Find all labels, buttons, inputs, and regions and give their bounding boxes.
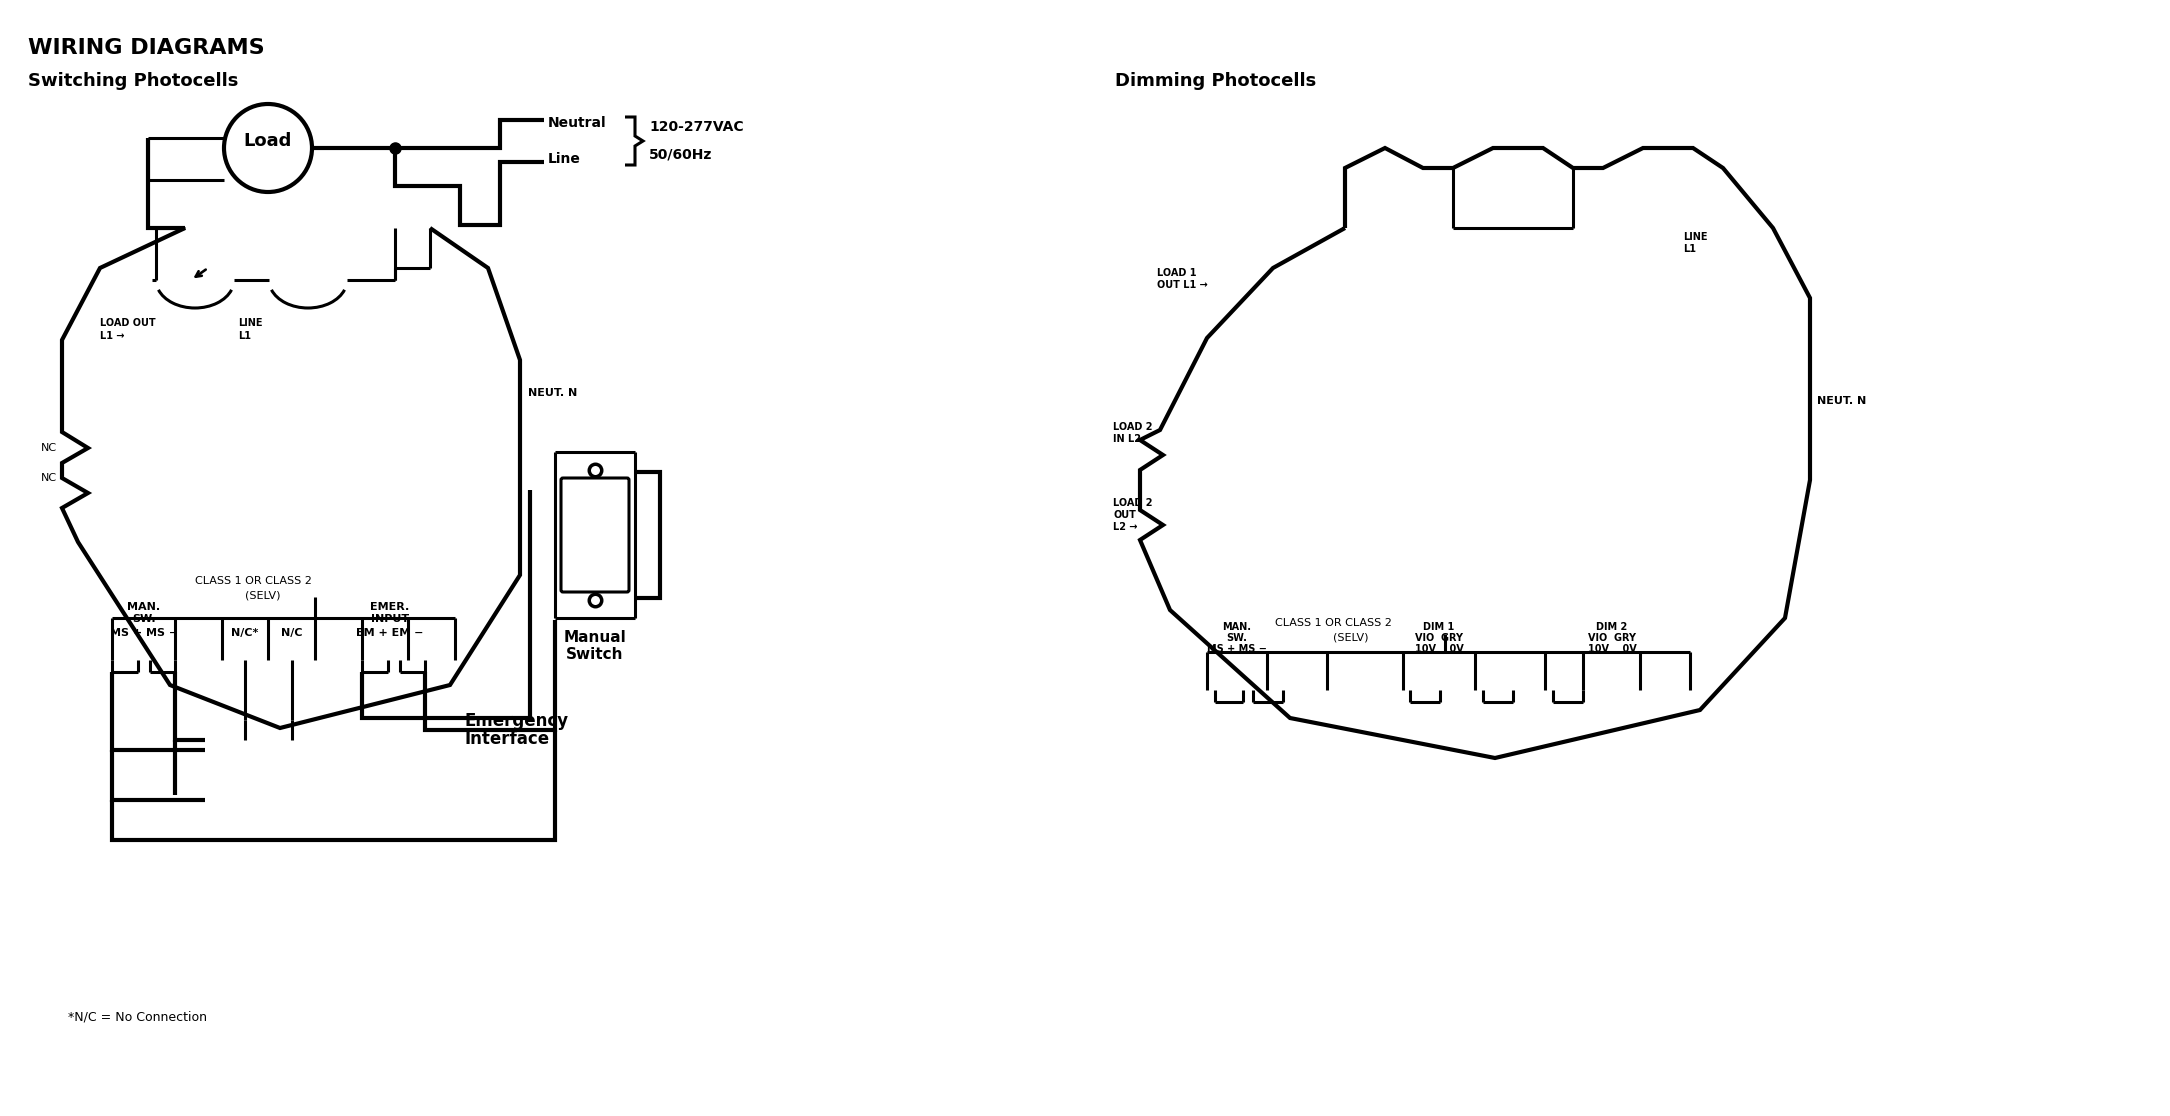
Text: L1 →: L1 →: [100, 331, 124, 341]
Text: NEUT. N: NEUT. N: [527, 388, 577, 398]
Text: EMER.: EMER.: [371, 602, 410, 612]
Text: Line: Line: [549, 152, 582, 166]
Text: Load: Load: [243, 132, 293, 150]
Text: LINE: LINE: [1684, 232, 1708, 242]
Text: CLASS 1 OR CLASS 2: CLASS 1 OR CLASS 2: [195, 576, 312, 586]
Text: LOAD OUT: LOAD OUT: [100, 318, 156, 328]
Text: VIO  GRY: VIO GRY: [1588, 633, 1636, 643]
Text: LOAD 2: LOAD 2: [1113, 422, 1152, 432]
Text: Manual
Switch: Manual Switch: [564, 631, 627, 663]
Text: (SELV): (SELV): [245, 591, 280, 602]
Text: Neutral: Neutral: [549, 116, 608, 129]
Text: NC: NC: [41, 473, 56, 483]
Text: DIM 1: DIM 1: [1424, 622, 1454, 632]
Text: Emergency: Emergency: [464, 712, 569, 730]
Text: MS + MS −: MS + MS −: [1207, 644, 1267, 654]
Text: 120-277VAC: 120-277VAC: [649, 121, 744, 134]
Text: 10V    0V: 10V 0V: [1415, 644, 1463, 654]
Text: Interface: Interface: [464, 730, 551, 748]
Text: L1: L1: [1684, 244, 1697, 254]
Text: Switching Photocells: Switching Photocells: [28, 73, 239, 90]
Text: 10V    0V: 10V 0V: [1588, 644, 1636, 654]
Text: IN L2: IN L2: [1113, 434, 1141, 444]
Text: INPUT: INPUT: [371, 614, 410, 624]
Text: (SELV): (SELV): [1332, 632, 1369, 642]
Text: MS + MS −: MS + MS −: [111, 628, 178, 638]
Text: Dimming Photocells: Dimming Photocells: [1115, 73, 1317, 90]
Text: NC: NC: [41, 443, 56, 453]
Text: N/C*: N/C*: [232, 628, 258, 638]
Text: SW.: SW.: [132, 614, 156, 624]
Text: OUT: OUT: [1113, 510, 1135, 520]
Text: N/C: N/C: [282, 628, 304, 638]
Text: LINE: LINE: [239, 318, 263, 328]
Text: MAN.: MAN.: [1222, 622, 1252, 632]
Text: EM + EM −: EM + EM −: [356, 628, 423, 638]
FancyBboxPatch shape: [562, 478, 629, 591]
Text: SW.: SW.: [1226, 633, 1248, 643]
Text: WIRING DIAGRAMS: WIRING DIAGRAMS: [28, 38, 265, 58]
Text: DIM 2: DIM 2: [1597, 622, 1628, 632]
Text: MAN.: MAN.: [128, 602, 161, 612]
Text: 50/60Hz: 50/60Hz: [649, 147, 712, 161]
Text: LOAD 2: LOAD 2: [1113, 498, 1152, 508]
Text: VIO  GRY: VIO GRY: [1415, 633, 1463, 643]
Text: NEUT. N: NEUT. N: [1816, 396, 1866, 406]
Text: L2 →: L2 →: [1113, 522, 1137, 532]
Text: OUT L1 →: OUT L1 →: [1157, 280, 1209, 290]
Text: LOAD 1: LOAD 1: [1157, 268, 1196, 278]
Text: L1: L1: [239, 331, 252, 341]
Text: *N/C = No Connection: *N/C = No Connection: [67, 1010, 206, 1023]
Text: CLASS 1 OR CLASS 2: CLASS 1 OR CLASS 2: [1276, 618, 1391, 628]
